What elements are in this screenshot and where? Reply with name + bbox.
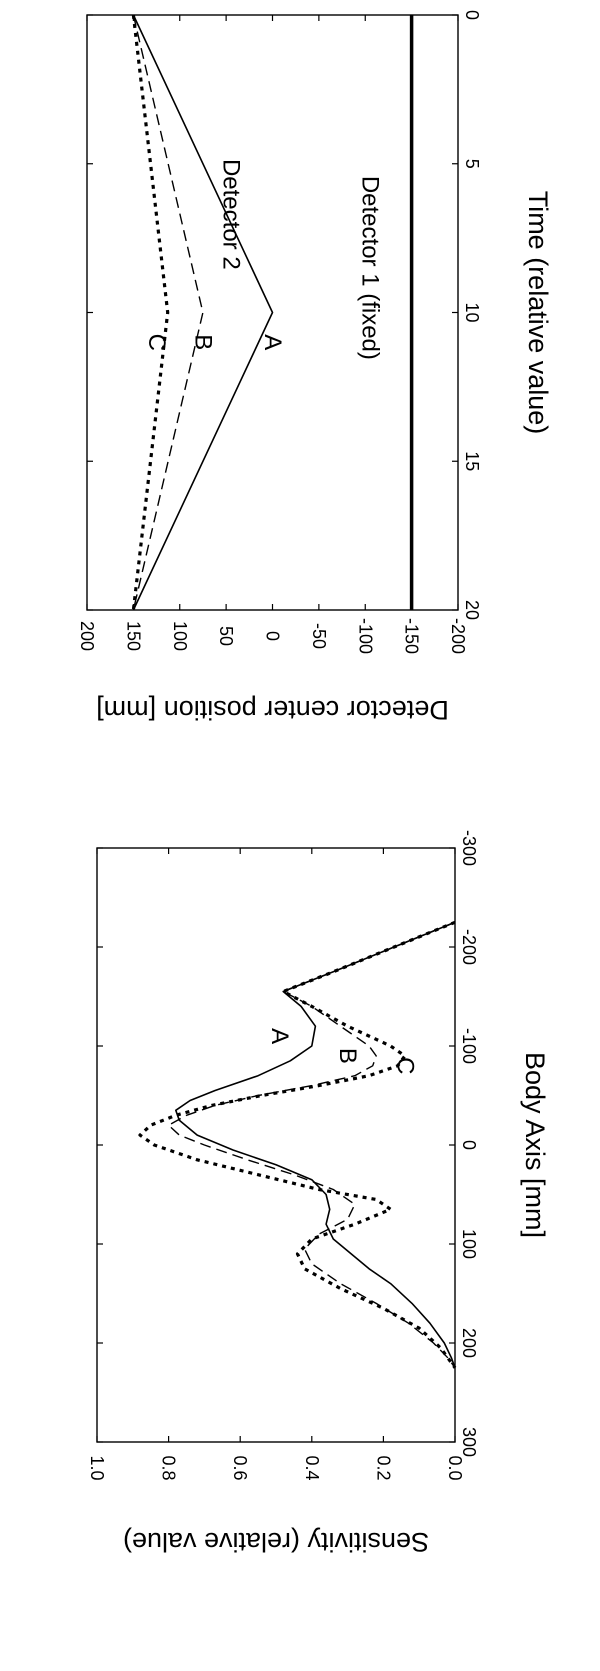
y-tick-label: 150: [123, 621, 143, 651]
y-tick-label: 1.0: [87, 1455, 107, 1480]
annotation-label: C: [391, 1057, 418, 1074]
annotation-label: A: [259, 334, 286, 350]
y-axis-title: Sensitivity (relative value): [123, 1527, 429, 1557]
x-tick-label: -100: [459, 1028, 479, 1064]
y-axis-title: Detector center position [mm]: [96, 695, 449, 725]
y-tick-label: -200: [448, 618, 468, 654]
x-axis-title: Time (relative value): [523, 191, 553, 435]
x-tick-label: 300: [459, 1427, 479, 1457]
annotation-label: C: [143, 334, 170, 351]
x-tick-label: 15: [462, 451, 482, 471]
y-tick-label: 0.2: [373, 1455, 393, 1480]
x-tick-label: 0: [462, 10, 482, 20]
y-tick-label: -150: [402, 618, 422, 654]
y-tick-label: 200: [77, 621, 97, 651]
y-tick-label: 0.4: [302, 1455, 322, 1480]
x-tick-label: 0: [459, 1140, 479, 1150]
detector-position-chart: 0 5 10 15 20-200 -150 -100 -50 0 50 100 150 200 Time …: [77, 10, 553, 725]
x-tick-label: 20: [462, 600, 482, 620]
x-axis-title: Body Axis [mm]: [520, 1052, 550, 1238]
series-line-a: [175, 921, 456, 1369]
annotation-label: B: [334, 1048, 361, 1064]
x-tick-label: 200: [459, 1328, 479, 1358]
series-line-b: [167, 921, 456, 1369]
annotation-label: A: [266, 1028, 293, 1044]
y-tick-label: 0.8: [159, 1455, 179, 1480]
annotation-label: Detector 2: [217, 159, 244, 270]
x-tick-label: -300: [459, 830, 479, 866]
annotation-label: B: [189, 334, 216, 350]
y-tick-label: 100: [170, 621, 190, 651]
y-tick-label: 0: [263, 631, 283, 641]
y-tick-label: 0.0: [445, 1455, 465, 1480]
series-line-a: [132, 14, 274, 611]
y-tick-label: -50: [309, 623, 329, 649]
plot-frame: [96, 847, 456, 1443]
annotation-label: Detector 1 (fixed): [356, 176, 383, 360]
x-tick-label: -200: [459, 929, 479, 965]
series-line-c: [138, 920, 457, 1369]
series-line-c: [131, 14, 170, 611]
x-tick-label: 5: [462, 159, 482, 169]
y-tick-label: 50: [216, 626, 236, 646]
y-tick-label: 0.6: [230, 1455, 250, 1480]
x-tick-label: 10: [462, 302, 482, 322]
x-tick-label: 100: [459, 1229, 479, 1259]
y-tick-label: -100: [355, 618, 375, 654]
